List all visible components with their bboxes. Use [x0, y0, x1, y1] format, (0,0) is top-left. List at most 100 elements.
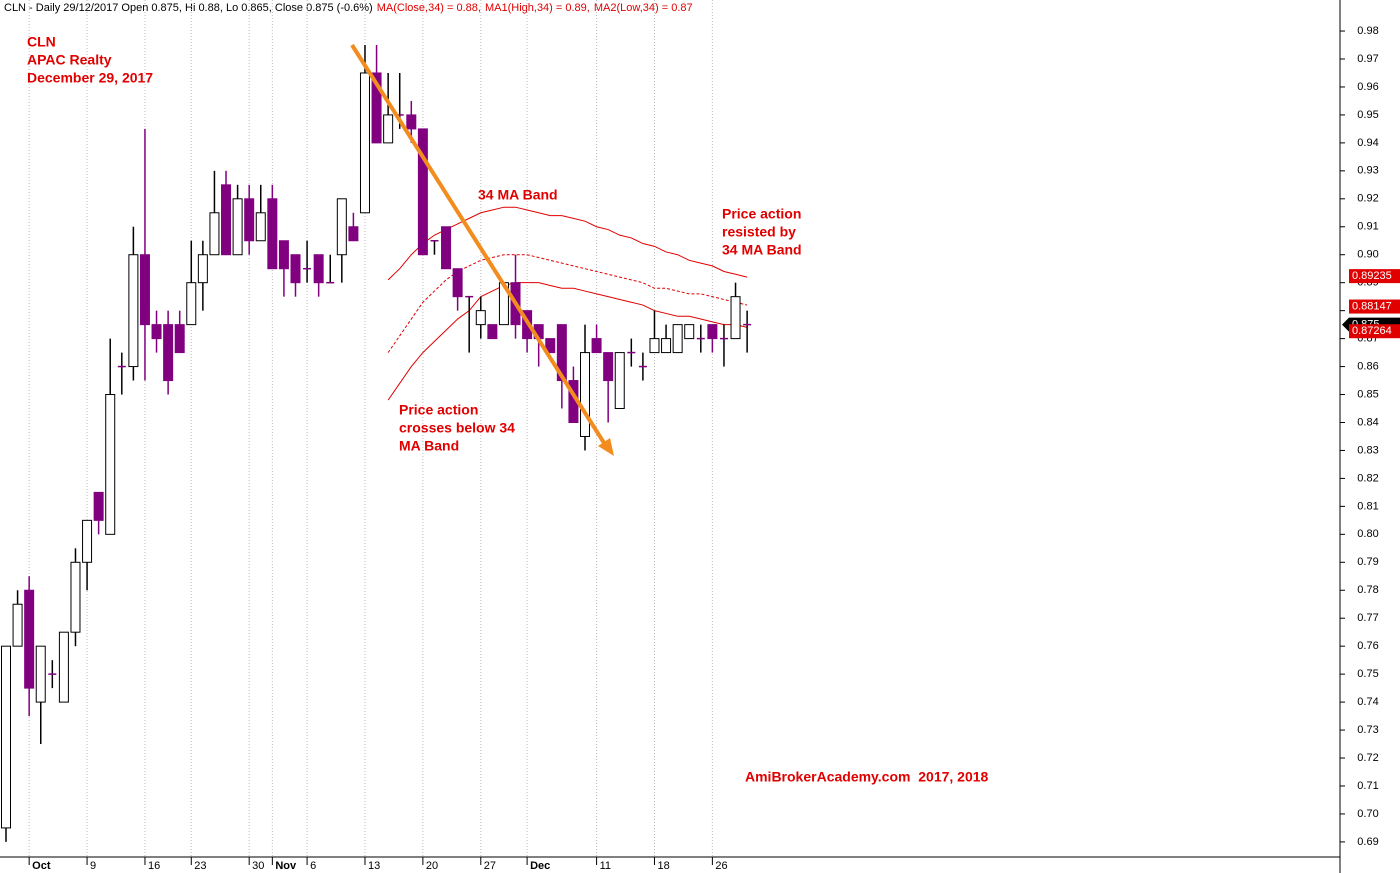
candle-body: [128, 254, 139, 368]
candle-body: [452, 268, 463, 298]
ma-line: [387, 254, 748, 353]
ma-line: [387, 282, 748, 401]
y-tick-label: 0.90: [1357, 249, 1378, 261]
x-tick-label: 30: [252, 860, 264, 872]
candle-body: [255, 212, 266, 242]
y-tick-label: 0.81: [1357, 500, 1378, 512]
header-part: CLN - Daily 29/12/2017 Open 0.875, Hi 0.…: [4, 2, 373, 14]
candle-body: [417, 128, 428, 256]
candle-body: [12, 603, 23, 647]
candle-body: [580, 352, 590, 437]
candle-body: [82, 519, 93, 563]
annotation: Price action: [399, 402, 478, 418]
annotation: AmiBrokerAcademy.com 2017, 2018: [745, 769, 989, 785]
candle-body: [197, 254, 208, 284]
candle-body: [58, 631, 69, 703]
arrow-head: [598, 438, 614, 456]
y-tick-label: 0.96: [1357, 81, 1378, 93]
y-tick-label: 0.92: [1357, 193, 1378, 205]
candle-body: [730, 296, 741, 340]
y-tick-label: 0.77: [1357, 612, 1378, 624]
price-tag-label: 0.89235: [1352, 270, 1392, 282]
y-tick-label: 0.71: [1357, 780, 1378, 792]
candle-body: [672, 324, 683, 354]
candle-body: [406, 114, 417, 130]
candle-body: [209, 212, 220, 256]
candle-body: [336, 198, 347, 256]
candle-body: [267, 198, 278, 270]
grid: 0.69 0.70 0.71 0.72 0.73 0.74 0.75 0.76 0.77 0.78…: [28, 0, 1400, 872]
candle-body: [556, 324, 567, 382]
annotation: Price action: [722, 206, 801, 222]
y-tick-label: 0.79: [1357, 556, 1378, 568]
candle-body: [244, 198, 255, 242]
annotation: resisted by: [722, 224, 796, 240]
candle-body: [359, 72, 370, 214]
price-tag-label: 0.88147: [1352, 300, 1392, 312]
annotations: CLN APAC Realty December 29, 2017 34 MA Ban…: [27, 34, 989, 785]
candle-body: [24, 589, 35, 689]
candle-body: [371, 72, 382, 144]
x-tick-label: 13: [368, 860, 380, 872]
candle-body: [441, 226, 452, 270]
candle-body: [475, 310, 486, 326]
y-tick-label: 0.73: [1357, 724, 1378, 736]
candle-body: [591, 338, 602, 354]
price-tag: [1349, 269, 1400, 284]
candle-body: [707, 324, 718, 340]
candle-body: [1, 645, 11, 829]
x-tick-label: 20: [426, 860, 438, 872]
y-tick-label: 0.76: [1357, 640, 1378, 652]
annotation: crosses below 34: [399, 420, 515, 436]
candle-body: [290, 254, 301, 284]
candle-body: [614, 352, 625, 410]
x-tick-label: Nov: [275, 860, 297, 872]
candle-body: [661, 338, 672, 354]
header-part: MA(Close,34) = 0.88,: [377, 2, 481, 14]
annotation: MA Band: [399, 438, 459, 454]
candle-body: [139, 254, 150, 326]
price-tag-label: 0.87264: [1352, 325, 1392, 337]
y-tick-label: 0.93: [1357, 165, 1378, 177]
candle-body: [649, 338, 660, 354]
candle-body: [545, 338, 556, 354]
y-tick-label: 0.82: [1357, 472, 1378, 484]
candle-body: [70, 561, 81, 633]
annotation: APAC Realty: [27, 52, 112, 68]
x-tick-label: 26: [715, 860, 727, 872]
candle-body: [278, 240, 289, 270]
candle-body: [151, 324, 162, 340]
annotation: 34 MA Band: [478, 187, 558, 203]
candle-body: [487, 324, 498, 340]
candle-body: [684, 324, 695, 340]
x-tick-label: 23: [194, 860, 206, 872]
y-tick-label: 0.69: [1357, 836, 1378, 848]
trend-arrow: [350, 43, 608, 448]
y-tick-label: 0.98: [1357, 25, 1378, 37]
y-tick-label: 0.86: [1357, 360, 1378, 372]
y-tick-label: 0.91: [1357, 221, 1378, 233]
candle-body: [603, 352, 614, 382]
x-tick-label: 27: [484, 860, 496, 872]
candle-body: [186, 282, 197, 326]
y-tick-label: 0.78: [1357, 584, 1378, 596]
y-tick-label: 0.95: [1357, 109, 1378, 121]
annotation: CLN: [27, 34, 56, 50]
x-tick-label: 18: [657, 860, 669, 872]
candle-body: [383, 114, 394, 144]
header-part: MA2(Low,34) = 0.87: [594, 2, 693, 14]
header: CLN - Daily 29/12/2017 Open 0.875, Hi 0.…: [4, 2, 693, 14]
x-tick-label: 16: [148, 860, 160, 872]
y-tick-label: 0.72: [1357, 752, 1378, 764]
x-tick-label: 6: [310, 860, 316, 872]
candle-body: [221, 184, 232, 256]
x-tick-label: Dec: [530, 860, 550, 872]
y-tick-label: 0.74: [1357, 696, 1378, 708]
candle-body: [174, 324, 185, 354]
candle-body: [313, 254, 324, 284]
y-tick-label: 0.80: [1357, 528, 1378, 540]
candle-body: [93, 491, 104, 521]
price-tag: [1349, 324, 1400, 339]
y-tick-label: 0.97: [1357, 53, 1378, 65]
